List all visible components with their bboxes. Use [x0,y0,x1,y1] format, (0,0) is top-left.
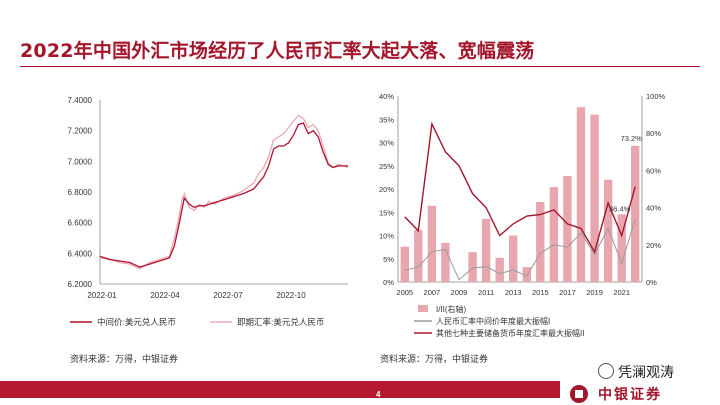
bar-2017 [563,176,572,282]
right-y-tick-label: 100% [646,92,666,101]
bar-2016 [549,187,559,282]
left-y-tick-label: 10% [379,232,394,241]
left-y-tick-label: 30% [379,139,394,148]
bar-2013 [509,235,518,282]
right-y-tick-label: 0% [646,278,657,287]
bar-2022 [631,145,640,282]
bar-2018 [576,107,586,282]
left-y-tick-label: 35% [379,115,394,124]
y-tick-label: 6.6000 [68,219,93,228]
legend-swatch-0 [418,305,428,312]
legend-label: 人民币汇率中间价年度最大振幅I [436,316,550,326]
x-tick-label: 2022-10 [276,291,306,300]
watermark-text: 凭澜观涛 [618,365,674,381]
bar-2012 [495,257,504,282]
left-y-tick-label: 0% [383,278,394,287]
legend-label: 其他七种主要储备货币年度汇率最大振幅II [436,328,584,338]
series-line-1 [404,219,636,281]
wechat-icon [598,363,614,379]
bar-2005 [400,246,409,282]
right-y-tick-label: 20% [646,241,661,250]
right-combo-chart: 40% 35% 30% 25% 20% 15% 10% 5% 0% 100% 80% 60% 40% 20… [379,92,666,338]
x-tick-label: 2013 [505,288,522,297]
y-tick-label: 7.4000 [68,96,93,105]
x-tick-label: 2011 [478,288,494,297]
right-y-tick-label: 60% [646,166,661,175]
x-tick-label: 2017 [559,288,576,297]
annotation-2021: 36.4% [609,204,631,213]
x-tick-label: 2007 [424,288,441,297]
bar-2006 [414,229,423,282]
left-line-chart: 7.4000 7.2000 7.0000 6.8000 6.6000 6.4000 6.20… [68,96,349,327]
source-note-right: 资料来源：万得，中银证券 [380,355,489,365]
x-tick-label: 2009 [451,288,468,297]
x-tick-label: 2022-07 [213,291,243,300]
title-divider [20,66,700,67]
y-tick-label: 7.2000 [68,127,93,136]
left-y-tick-label: 5% [383,255,394,264]
bar-2008 [441,242,450,282]
x-tick-label: 2015 [532,288,549,297]
y-tick-label: 6.4000 [68,249,93,258]
left-y-tick-label: 20% [379,185,394,194]
left-y-tick-label: 25% [379,162,394,171]
bar-2015 [536,202,545,282]
bar-2014 [522,267,531,282]
x-tick-label: 2022-04 [150,291,180,300]
bar-2019 [590,114,599,282]
bar-2021 [617,214,626,282]
series-line-1 [99,114,349,270]
bar-2020 [603,179,613,282]
left-y-tick-label: 15% [379,208,394,217]
bar-2011 [481,218,491,282]
footer-bar [0,381,560,398]
page-number: 4 [376,390,381,399]
bar-2010 [468,252,477,282]
series-line-2 [404,121,636,254]
x-tick-label: 2021 [613,288,630,297]
legend-label: 即期汇率:美元兑人民币 [237,317,324,327]
y-tick-label: 6.2000 [68,280,93,289]
annotation-2022: 73.2% [621,134,643,143]
bar-2007 [427,205,437,282]
right-y-tick-label: 40% [646,204,661,213]
x-tick-label: 2019 [586,288,603,297]
bank-logo-icon [570,385,588,403]
x-tick-label: 2022-01 [87,291,117,300]
y-tick-label: 7.0000 [68,157,93,166]
right-y-tick-label: 80% [646,129,661,138]
legend-label: 中间价:美元兑人民币 [97,317,176,327]
y-tick-label: 6.8000 [68,188,93,197]
page-title: 2022年中国外汇市场经历了人民币汇率大起大落、宽幅震荡 [20,40,535,62]
source-note-left: 资料来源：万得，中银证券 [70,355,179,365]
legend-label: I/II(右轴) [436,304,467,314]
series-line-0 [99,122,348,268]
left-y-tick-label: 40% [379,92,394,101]
x-tick-label: 2005 [396,288,413,297]
brand-name: 中银证券 [598,387,662,403]
